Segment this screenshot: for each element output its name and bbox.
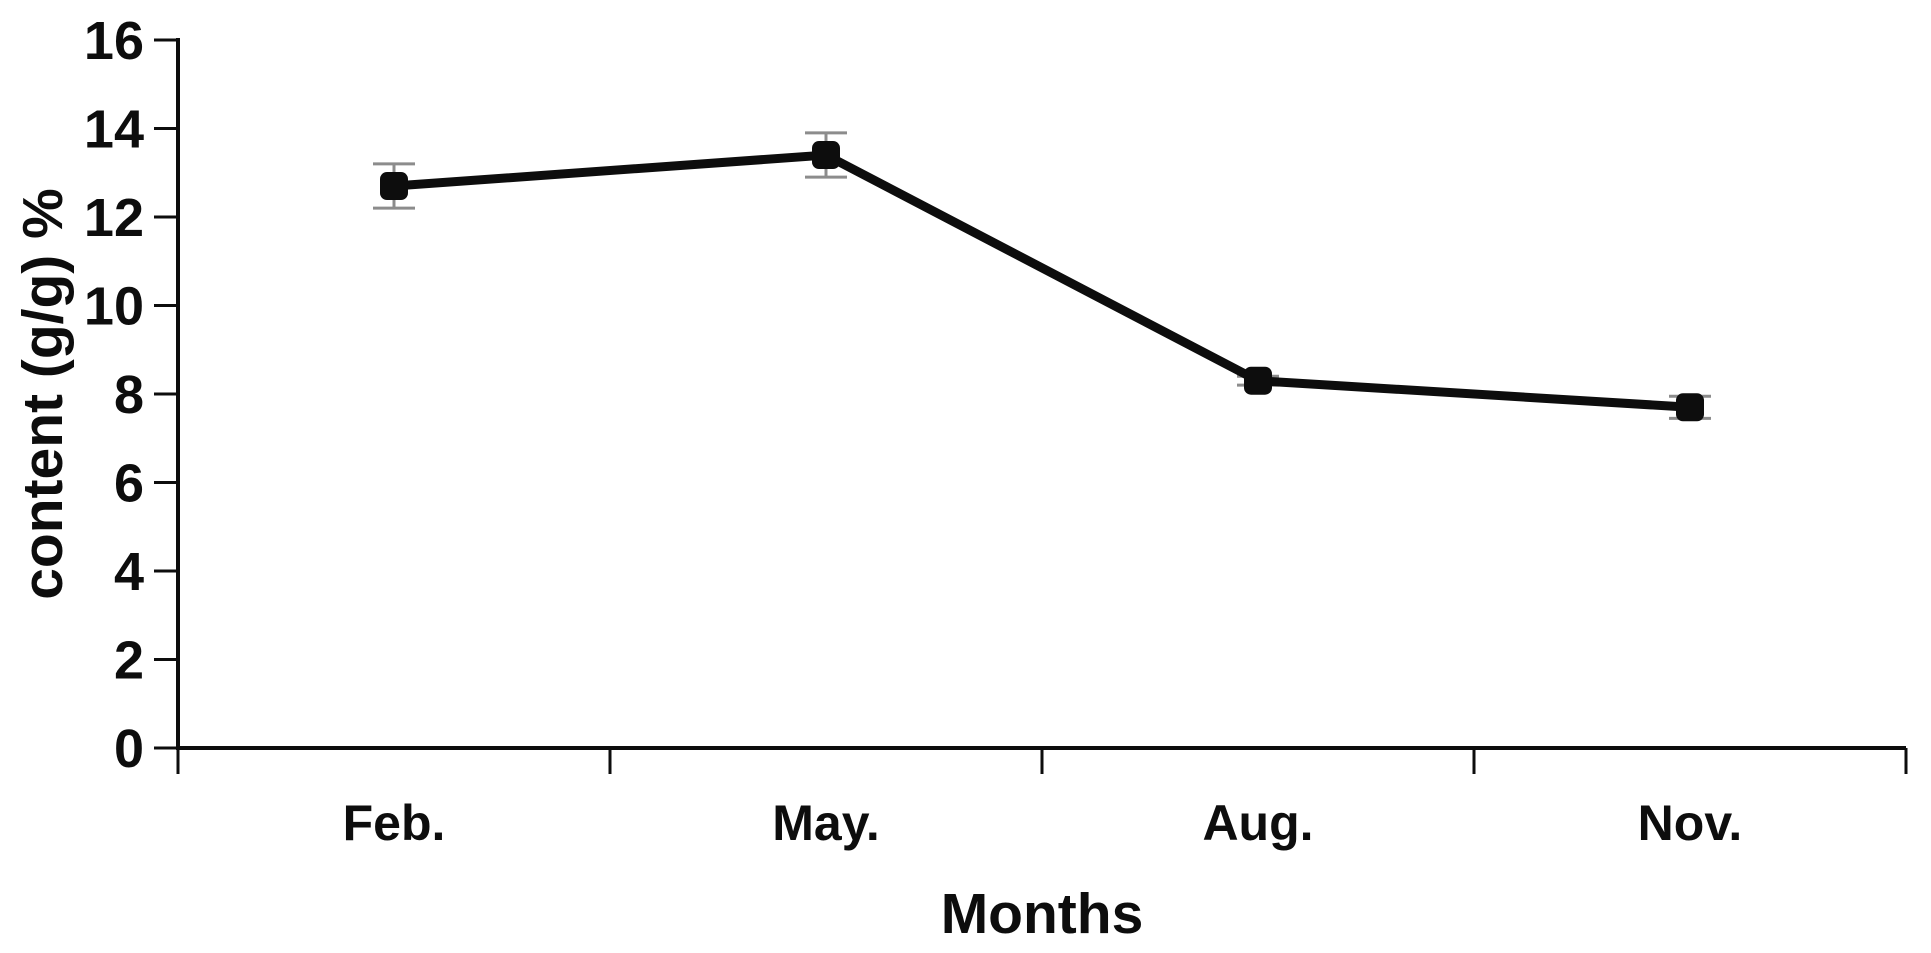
data-point-marker — [1244, 366, 1272, 395]
x-category-label: Aug. — [1202, 795, 1313, 851]
y-tick-label: 2 — [114, 631, 144, 691]
chart-generated-layer: 0 2 4 6 8 10 12 14 16 Feb. May. Aug. Nov. — [84, 11, 1908, 851]
y-tick-label: 14 — [84, 100, 144, 160]
x-category-label: Nov. — [1638, 795, 1743, 851]
y-tick-label: 16 — [84, 11, 144, 71]
x-category-label: May. — [772, 795, 879, 851]
series-line — [393, 150, 1691, 412]
y-tick-label: 4 — [114, 542, 144, 602]
data-point-marker — [380, 172, 408, 201]
x-category-label: Feb. — [343, 795, 446, 851]
y-tick-label: 12 — [84, 188, 144, 248]
y-tick-label: 6 — [114, 454, 144, 514]
y-tick-label: 0 — [114, 719, 144, 779]
y-axis-title: content (g/g) % — [11, 188, 75, 600]
x-axis-title: Months — [941, 882, 1144, 946]
y-tick-label: 10 — [84, 277, 144, 337]
data-point-marker — [812, 141, 840, 170]
y-tick-label: 8 — [114, 365, 144, 425]
data-point-marker — [1676, 393, 1704, 422]
